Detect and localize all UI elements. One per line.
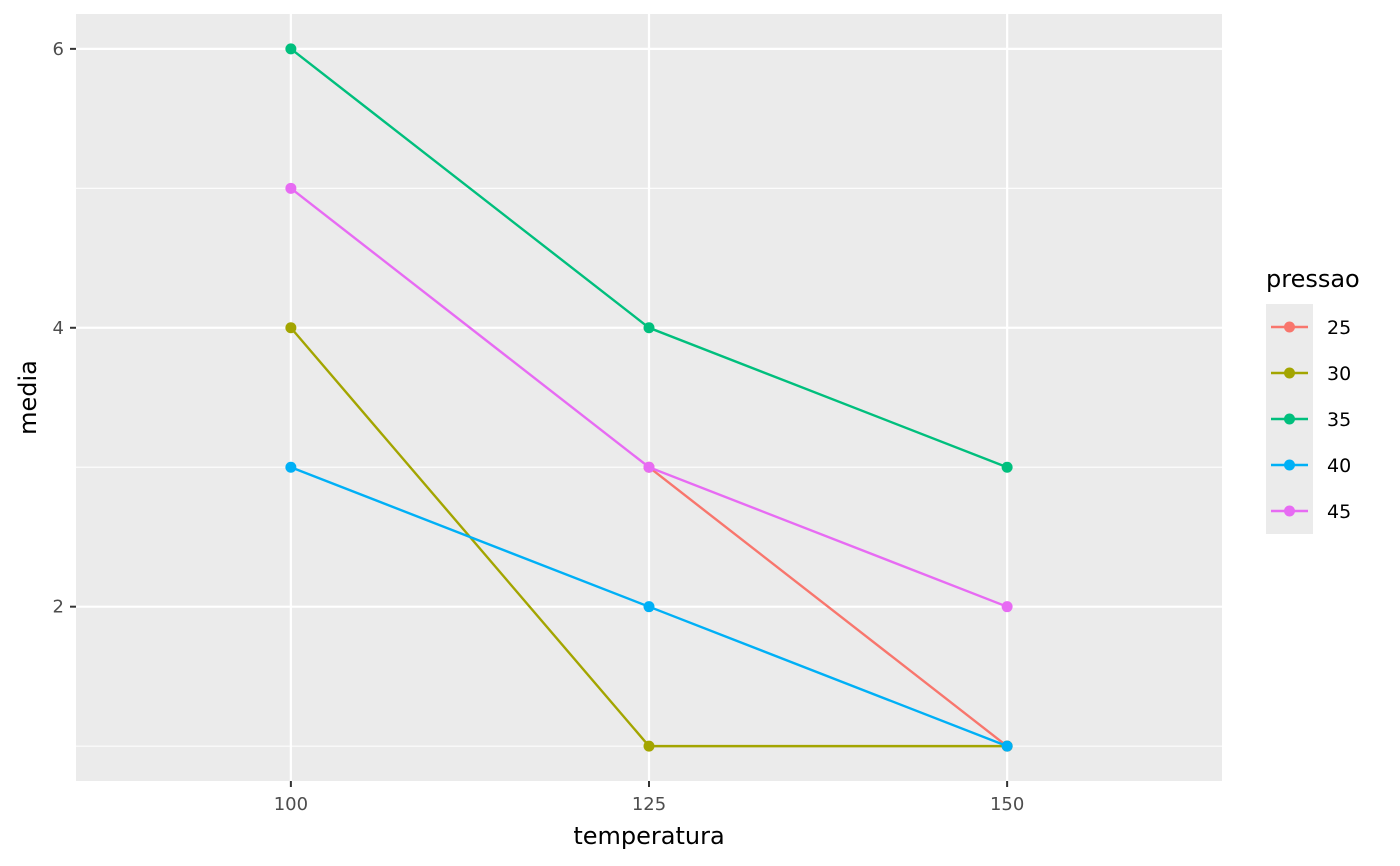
series-line [648,466,1008,748]
legend-point-swatch [1284,321,1295,333]
legend-label: 30 [1327,363,1351,385]
data-point [1001,601,1013,613]
x-tick-label: 125 [632,794,666,815]
legend-title: pressao [1266,265,1360,293]
data-point [643,322,655,334]
data-point [643,461,655,473]
y-axis: 2 4 6 [53,39,76,618]
y-tick-label: 6 [53,39,64,60]
x-axis-title: temperatura [573,822,724,850]
data-point [285,322,297,334]
y-tick-label: 4 [53,318,64,339]
legend-point-swatch [1284,505,1295,517]
legend-item-30: 30 [1271,363,1351,385]
data-point [643,601,655,613]
series-45 [285,182,1013,613]
x-tick-label: 100 [274,794,308,815]
data-point [285,461,297,473]
legend-items: 25 30 35 40 45 [1271,317,1351,523]
y-tick-label: 2 [53,597,64,618]
legend-point-swatch [1284,413,1295,425]
legend-label: 25 [1327,317,1351,339]
data-point [643,740,655,752]
legend-point-swatch [1284,459,1295,471]
y-axis-title: media [14,360,42,435]
legend-point-swatch [1284,367,1295,379]
legend-item-25: 25 [1271,317,1351,339]
legend-item-45: 45 [1271,501,1351,523]
series-35 [285,43,1013,473]
data-point [285,182,297,194]
legend-item-35: 35 [1271,409,1351,431]
series-layer [285,43,1013,752]
legend: pressao 25 30 35 40 45 [1266,265,1360,534]
data-point [1001,461,1013,473]
legend-label: 35 [1327,409,1351,431]
x-axis: 100 125 150 [274,781,1024,815]
data-point [285,43,297,55]
data-point [1001,740,1013,752]
legend-label: 45 [1327,501,1351,523]
legend-item-40: 40 [1271,455,1351,477]
legend-label: 40 [1327,455,1351,477]
x-tick-label: 150 [990,794,1024,815]
series-40 [285,461,1013,752]
